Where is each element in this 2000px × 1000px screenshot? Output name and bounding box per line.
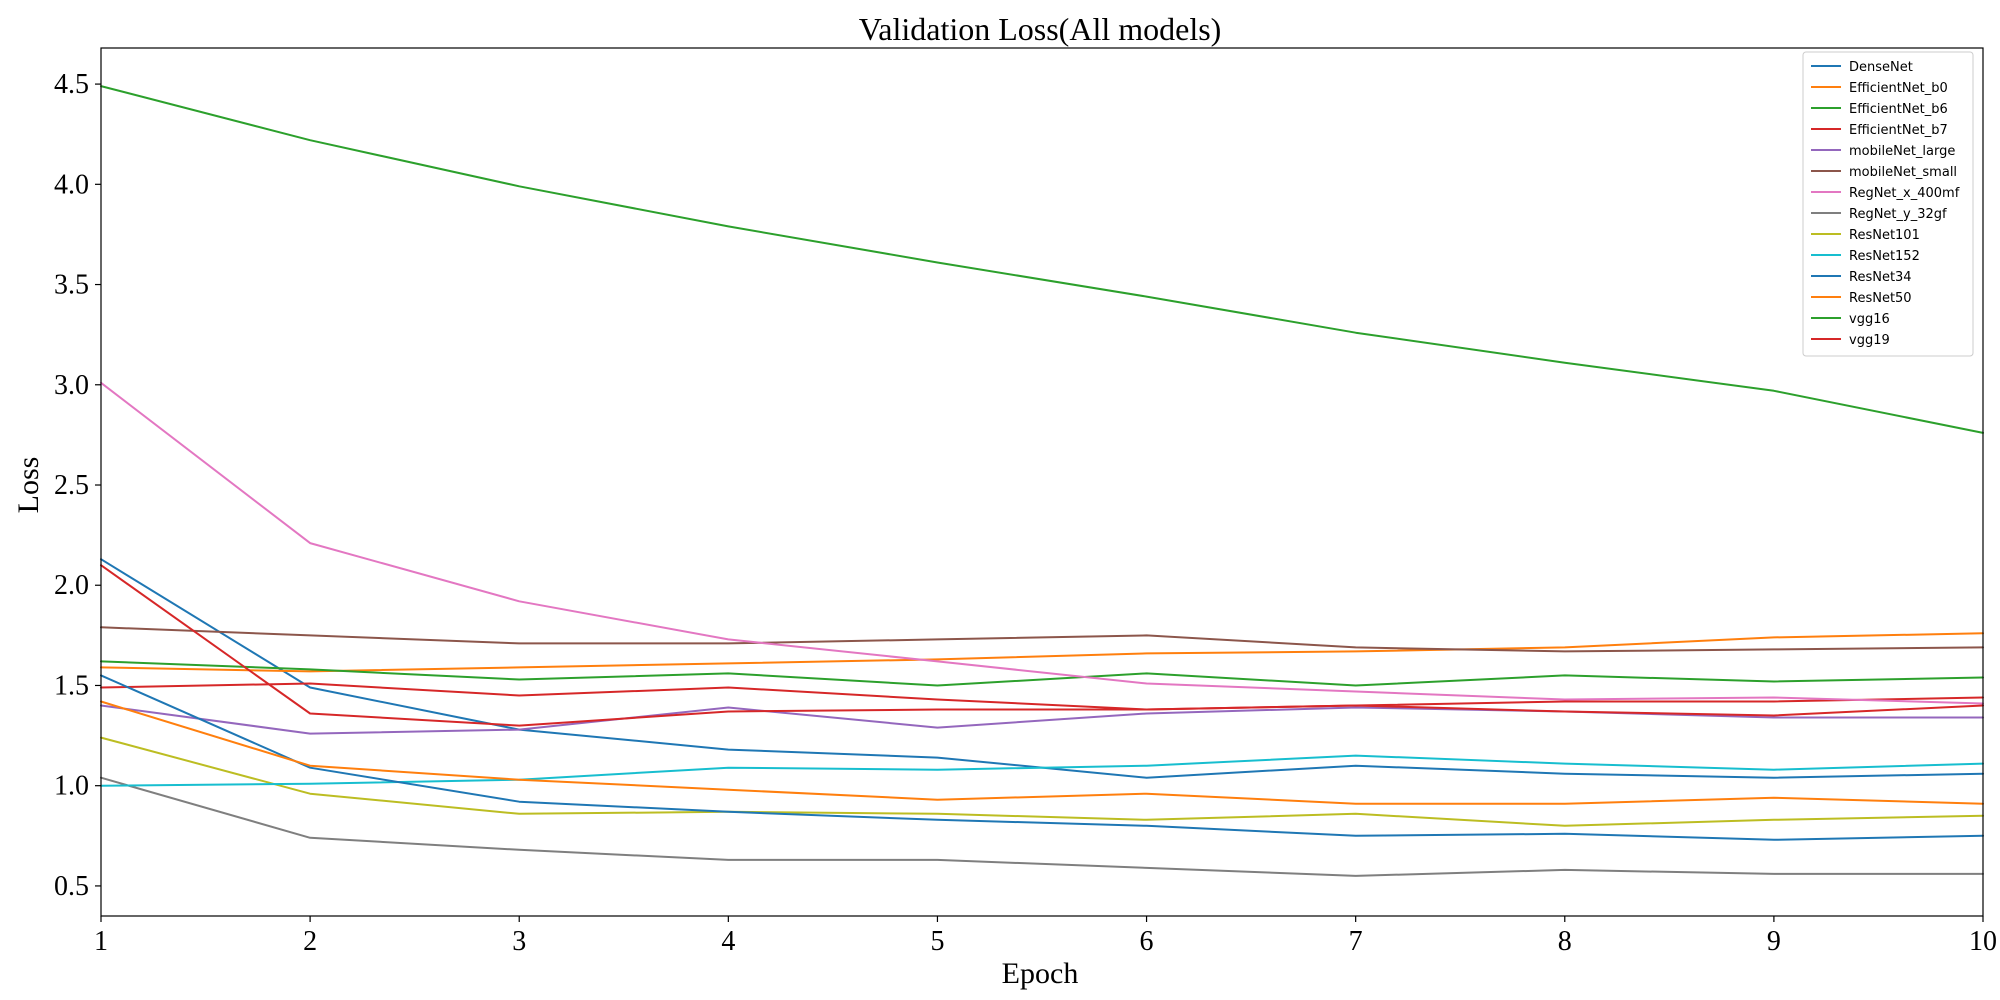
series-line-resnet34 [100,674,1984,841]
legend-label-vgg16: vgg16 [1849,312,1890,327]
series-line-efficientnet-b7 [100,682,1984,711]
series-line-densenet [100,558,1984,779]
y-tick-label: 4.0 [54,169,89,200]
legend-label-mobilenet-large: mobileNet_large [1849,144,1955,159]
plot-lines [100,85,1984,877]
series-line-mobilenet-small [100,626,1984,653]
y-tick-label: 3.0 [54,370,89,401]
x-tick-label: 3 [512,926,526,957]
legend-label-regnet-y-32gf: RegNet_y_32gf [1849,207,1947,222]
legend-label-efficientnet-b6: EfficientNet_b6 [1849,102,1948,117]
legend-box [1802,51,1974,357]
x-axis-label: Epoch [1002,957,1079,990]
series-line-regnet-y-32gf [100,776,1984,877]
legend-label-efficientnet-b7: EfficientNet_b7 [1849,123,1948,138]
series-line-resnet50 [100,700,1984,805]
x-tick-label: 8 [1558,926,1572,957]
y-tick-label: 2.0 [54,570,89,601]
legend-label-resnet152: ResNet152 [1849,249,1920,264]
series-line-resnet152 [100,754,1984,787]
x-tick-label: 10 [1969,926,1997,957]
chart-title: Validation Loss(All models) [859,11,1222,47]
y-tick-label: 1.5 [54,670,89,701]
y-tick-label: 3.5 [54,270,89,301]
legend: DenseNet EfficientNet_b0 EfficientNet_b6 Ef… [1802,51,1974,357]
y-tick-label: 1.0 [54,771,89,802]
x-tick-label: 6 [1140,926,1154,957]
legend-label-resnet34: ResNet34 [1849,270,1912,285]
x-axis-ticks: 1 2 3 4 5 6 7 8 9 10 [94,916,1997,957]
legend-label-regnet-x-400mf: RegNet_x_400mf [1849,186,1960,201]
y-tick-label: 0.5 [54,871,89,902]
y-axis-ticks: 0.5 1.0 1.5 2.0 2.5 3.0 3.5 4.0 4.5 [54,69,101,902]
series-line-efficientnet-b0 [100,632,1984,673]
y-axis-label: Loss [12,457,45,514]
series-line-resnet101 [100,736,1984,827]
legend-label-resnet101: ResNet101 [1849,228,1920,243]
x-tick-label: 7 [1349,926,1363,957]
series-line-vgg19 [100,564,1984,727]
legend-label-mobilenet-small: mobileNet_small [1849,165,1957,180]
series-line-vgg16 [100,85,1984,434]
legend-label-efficientnet-b0: EfficientNet_b0 [1849,81,1948,96]
x-tick-label: 5 [930,926,944,957]
legend-label-vgg19: vgg19 [1849,333,1890,348]
series-line-regnet-x-400mf [100,381,1984,705]
legend-label-resnet50: ResNet50 [1849,291,1912,306]
series-line-efficientnet-b6 [100,660,1984,687]
y-tick-label: 2.5 [54,470,89,501]
plot-frame [100,47,1984,917]
x-tick-label: 1 [94,926,108,957]
x-tick-label: 2 [303,926,317,957]
y-tick-label: 4.5 [54,69,89,100]
x-tick-label: 4 [721,926,735,957]
legend-label-densenet: DenseNet [1849,60,1913,75]
x-tick-label: 9 [1767,926,1781,957]
